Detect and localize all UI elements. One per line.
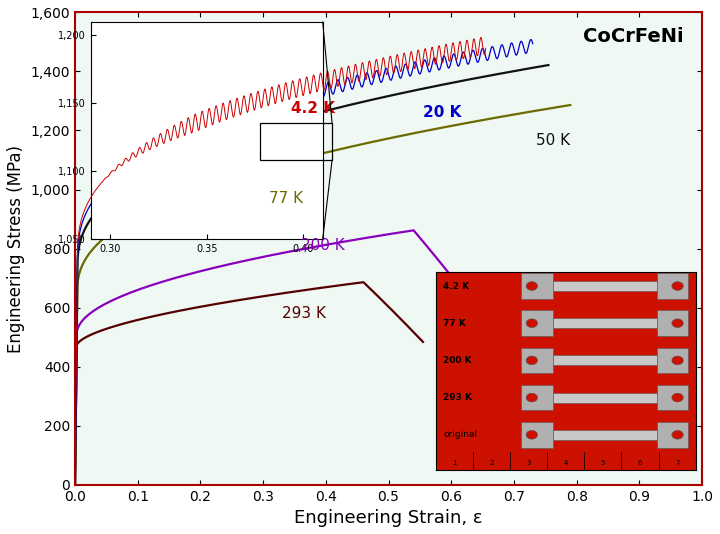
Text: 77 K: 77 K: [269, 191, 304, 206]
Text: 200 K: 200 K: [301, 238, 344, 253]
Text: 293 K: 293 K: [282, 306, 326, 321]
Text: 50 K: 50 K: [536, 134, 570, 148]
Text: 4.2 K: 4.2 K: [292, 101, 336, 116]
Text: 20 K: 20 K: [423, 105, 462, 120]
Bar: [260, 123, 332, 160]
Y-axis label: Engineering Stress (MPa): Engineering Stress (MPa): [7, 145, 25, 352]
X-axis label: Engineering Strain, ε: Engineering Strain, ε: [294, 509, 483, 527]
Text: CoCrFeNi: CoCrFeNi: [582, 27, 683, 45]
